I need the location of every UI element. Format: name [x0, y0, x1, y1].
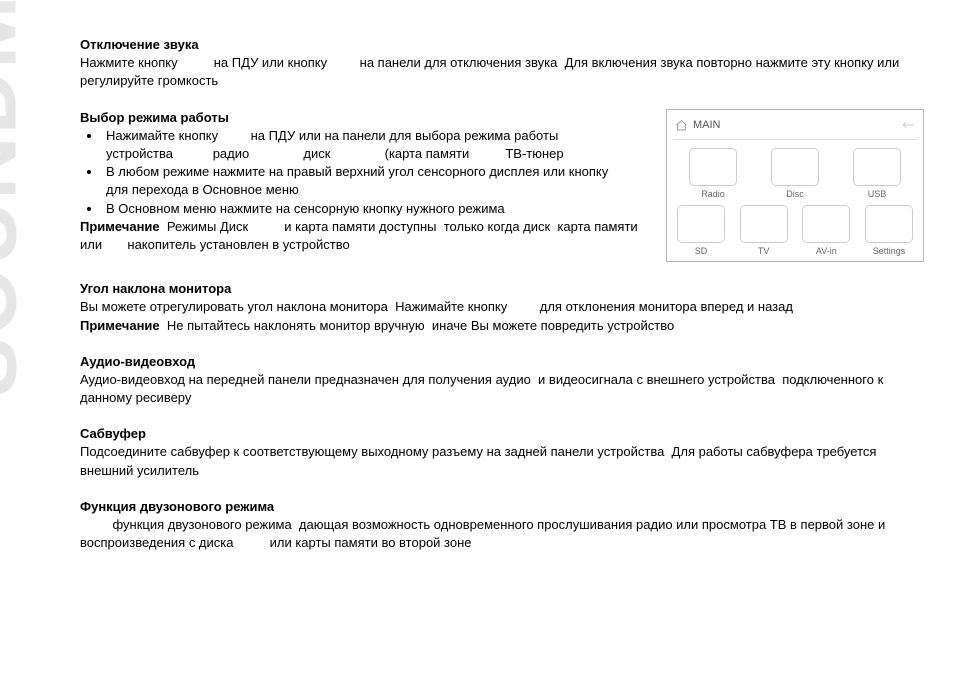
- section-heading: Аудио-видеовход: [80, 353, 924, 371]
- note-label: Примечание: [80, 219, 160, 234]
- tile-label: USB: [868, 188, 887, 201]
- tile-label: TV: [758, 245, 770, 258]
- list-item: В Основном меню нажмите на сенсорную кно…: [102, 200, 650, 218]
- tile-box: [689, 148, 737, 186]
- list-item: Нажимайте кнопку на ПДУ или на панели дл…: [102, 127, 650, 163]
- section-av-in: Аудио-видеовход Аудио-видеовход на перед…: [80, 353, 924, 408]
- note-text: Не пытайтесь наклонять монитор вручную и…: [160, 318, 675, 333]
- tile-label: Disc: [786, 188, 804, 201]
- section-subwoofer: Сабвуфер Подсоедините сабвуфер к соответ…: [80, 425, 924, 480]
- document-body: Отключение звука Нажмите кнопку на ПДУ и…: [0, 0, 954, 552]
- tile-label: Settings: [873, 245, 906, 258]
- tile-label: AV-in: [816, 245, 837, 258]
- menu-tile-avin: AV-in: [798, 205, 854, 258]
- main-menu-diagram: MAIN Radio Disc: [666, 109, 924, 263]
- section-mute: Отключение звука Нажмите кнопку на ПДУ и…: [80, 36, 924, 91]
- menu-tile-tv: TV: [736, 205, 792, 258]
- menu-tile-disc: Disc: [767, 148, 823, 201]
- section-text: Вы можете отрегулировать угол наклона мо…: [80, 298, 924, 316]
- diagram-header: MAIN: [673, 116, 917, 140]
- tile-box: [771, 148, 819, 186]
- menu-tile-settings: Settings: [861, 205, 917, 258]
- section-dualzone: Функция двузонового режима функция двузо…: [80, 498, 924, 553]
- section-heading: Угол наклона монитора: [80, 280, 924, 298]
- tile-label: Radio: [701, 188, 725, 201]
- diagram-row: SD TV AV-in Settings: [673, 201, 917, 258]
- menu-tile-sd: SD: [673, 205, 729, 258]
- note-label: Примечание: [80, 318, 160, 333]
- note-text: Режимы Диск и карта памяти доступны толь…: [80, 219, 638, 252]
- note-line: Примечание Не пытайтесь наклонять монито…: [80, 317, 924, 335]
- menu-tile-usb: USB: [849, 148, 905, 201]
- tile-box: [740, 205, 788, 243]
- tile-box: [865, 205, 913, 243]
- section-text: функция двузонового режима дающая возмож…: [80, 516, 924, 552]
- section-heading: Сабвуфер: [80, 425, 924, 443]
- tile-box: [802, 205, 850, 243]
- section-heading: Отключение звука: [80, 36, 924, 54]
- tile-box: [677, 205, 725, 243]
- section-text: Нажмите кнопку на ПДУ или кнопку на пане…: [80, 54, 924, 90]
- note-line: Примечание Режимы Диск и карта памяти до…: [80, 218, 650, 254]
- home-icon: [675, 119, 688, 132]
- tile-label: SD: [695, 245, 708, 258]
- tile-box: [853, 148, 901, 186]
- diagram-title: MAIN: [693, 118, 721, 133]
- bullet-list: Нажимайте кнопку на ПДУ или на панели дл…: [102, 127, 650, 218]
- diagram-row: Radio Disc USB: [673, 146, 917, 201]
- section-text: Аудио-видеовход на передней панели предн…: [80, 371, 924, 407]
- section-heading: Функция двузонового режима: [80, 498, 924, 516]
- section-mode: Выбор режима работы Нажимайте кнопку на …: [80, 109, 924, 263]
- back-arrow-icon: [899, 119, 915, 131]
- list-item: В любом режиме нажмите на правый верхний…: [102, 163, 650, 199]
- section-text: Подсоедините сабвуфер к соответствующему…: [80, 443, 924, 479]
- section-heading: Выбор режима работы: [80, 109, 650, 127]
- menu-tile-radio: Radio: [685, 148, 741, 201]
- section-tilt: Угол наклона монитора Вы можете отрегули…: [80, 280, 924, 335]
